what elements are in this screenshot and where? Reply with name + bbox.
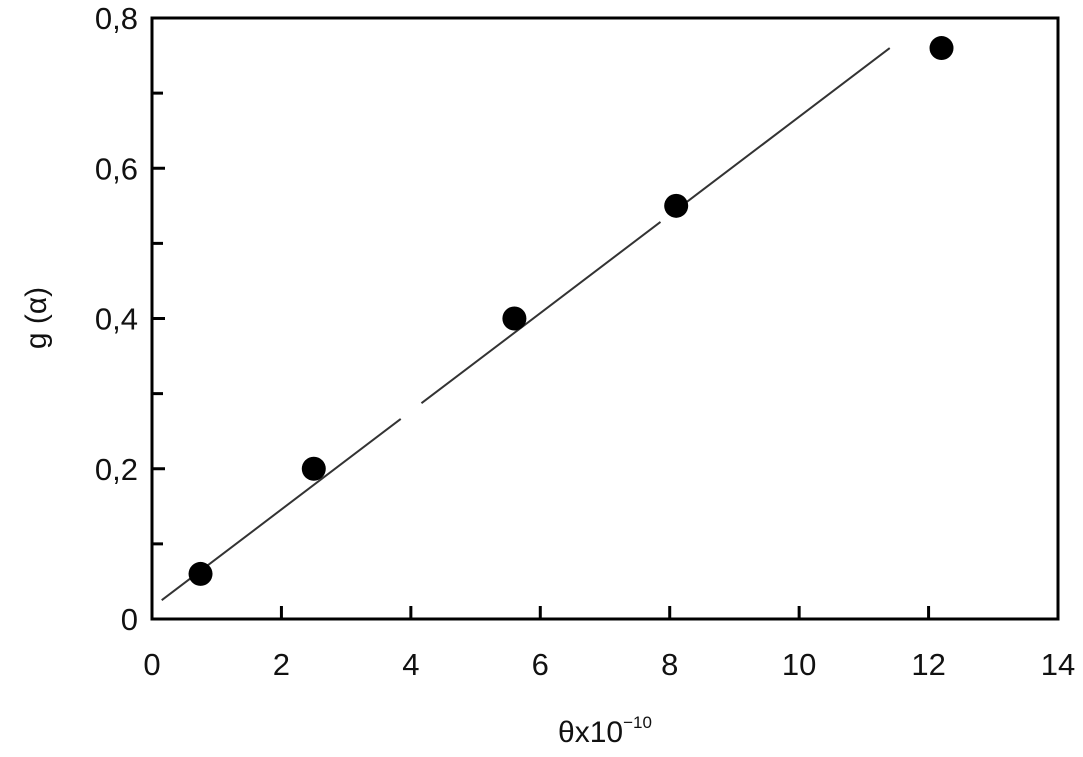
data-point: [929, 36, 954, 61]
points-layer: [188, 36, 954, 586]
x-tick-label: 8: [661, 647, 678, 682]
x-tick-label: 6: [532, 647, 549, 682]
data-point: [188, 561, 213, 586]
data-point: [502, 306, 527, 331]
fit-line-layer: [161, 47, 891, 602]
y-axis-label: g (α): [20, 287, 53, 349]
y-tick-label: 0,4: [95, 302, 138, 337]
y-tick-label: 0: [121, 602, 138, 637]
data-point: [664, 193, 689, 218]
x-tick-label: 12: [911, 647, 945, 682]
fit-line: [161, 47, 891, 602]
x-tick-label: 2: [273, 647, 290, 682]
plot-frame: [150, 16, 1060, 621]
ticks-layer: [152, 91, 931, 619]
x-tick-label: 10: [782, 647, 816, 682]
x-tick-label: 14: [1041, 647, 1075, 682]
x-axis-label-superscript: −10: [623, 713, 652, 732]
y-tick-label: 0,8: [95, 1, 138, 36]
x-axis-label: θx10−10: [558, 713, 652, 749]
x-tick-label: 4: [402, 647, 419, 682]
x-tick-label: 0: [143, 647, 160, 682]
y-tick-label: 0,2: [95, 452, 138, 487]
data-point: [301, 456, 326, 481]
x-axis-label-main: θx10: [558, 716, 623, 749]
labels-layer: 0 2 4 6 8 10 12 14 0 0,2 0,4 0,6 0,8: [95, 1, 1075, 682]
y-tick-label: 0,6: [95, 151, 138, 186]
